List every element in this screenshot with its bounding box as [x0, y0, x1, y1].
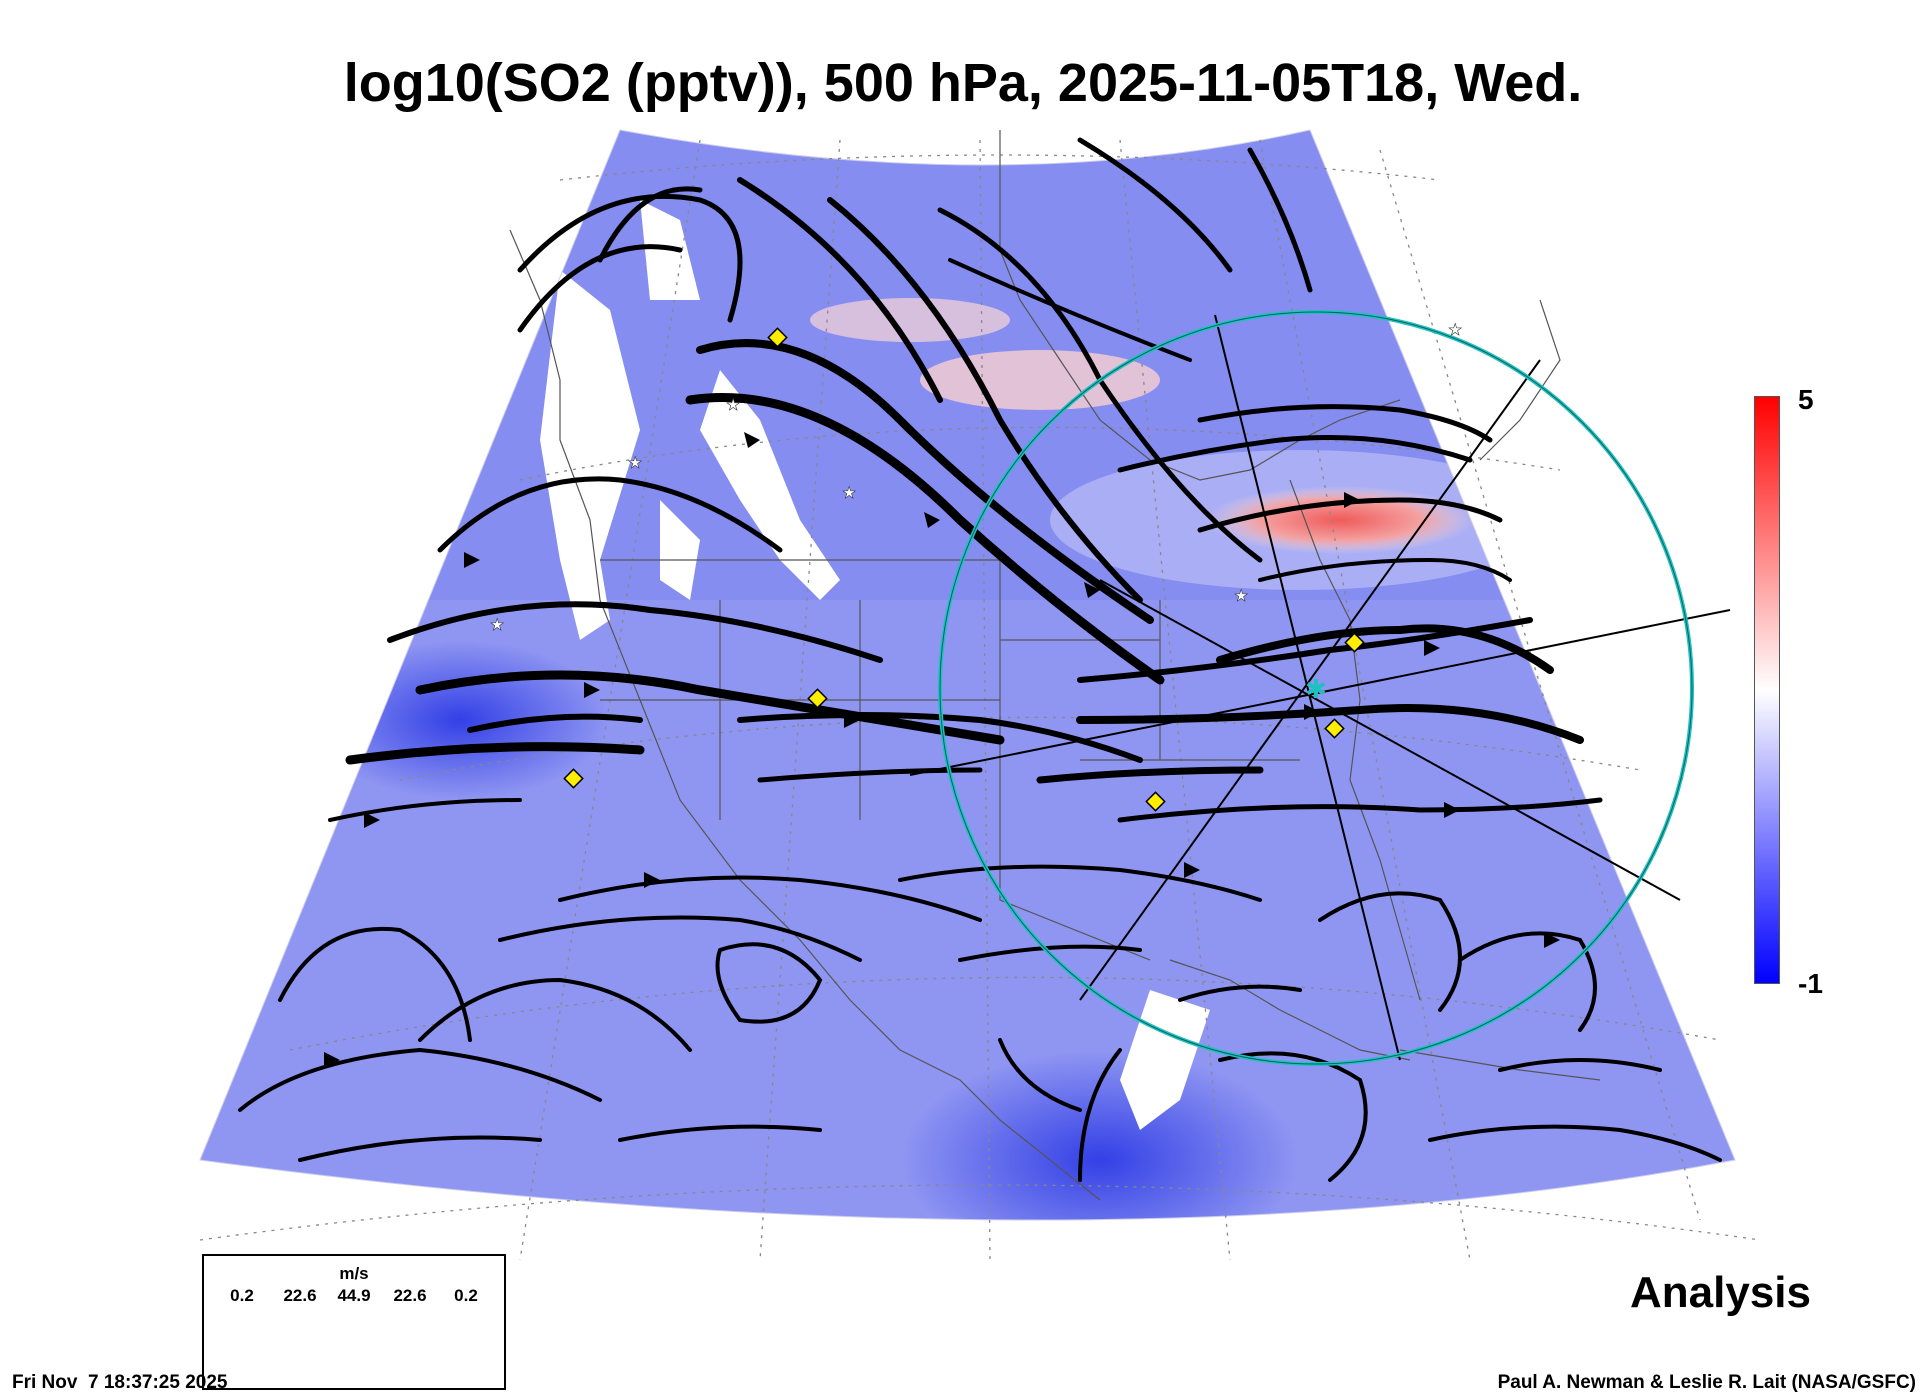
legend-value: 44.9 [337, 1286, 371, 1305]
trajectory-lines [909, 314, 1731, 1061]
white-stars: ★ ★ ★ ★ ★ ★ [490, 320, 1463, 635]
svg-text:★: ★ [628, 453, 642, 472]
svg-text:★: ★ [1234, 586, 1248, 605]
svg-text:★: ★ [842, 483, 856, 502]
legend-value: 22.6 [283, 1286, 317, 1305]
colorbar-min-label: -1 [1798, 968, 1823, 999]
colorbar-max-label: 5 [1798, 384, 1814, 415]
station-markers [563, 327, 1365, 812]
svg-text:★: ★ [490, 615, 504, 634]
coastlines [509, 130, 1601, 1201]
streamline-arrows [324, 432, 1560, 1068]
page-title: log10(SO2 (pptv)), 500 hPa, 2025-11-05T1… [343, 53, 1583, 113]
legend-value: 22.6 [393, 1286, 427, 1305]
svg-text:★: ★ [1448, 320, 1462, 339]
credit: Paul A. Newman & Leslie R. Lait (NASA/GS… [1497, 1372, 1916, 1393]
legend-value: 0.2 [454, 1286, 478, 1305]
colorbar [1754, 396, 1780, 984]
center-star: ✱ [1305, 675, 1327, 705]
wind-speed-legend: m/s 0.2 22.6 44.9 22.6 0.2 [202, 1254, 506, 1390]
svg-text:★: ★ [726, 395, 740, 414]
timestamp: Fri Nov 7 18:37:25 2025 [12, 1372, 228, 1393]
legend-unit: m/s [339, 1264, 369, 1283]
analysis-label: Analysis [1630, 1268, 1811, 1317]
legend-value: 0.2 [230, 1286, 254, 1305]
